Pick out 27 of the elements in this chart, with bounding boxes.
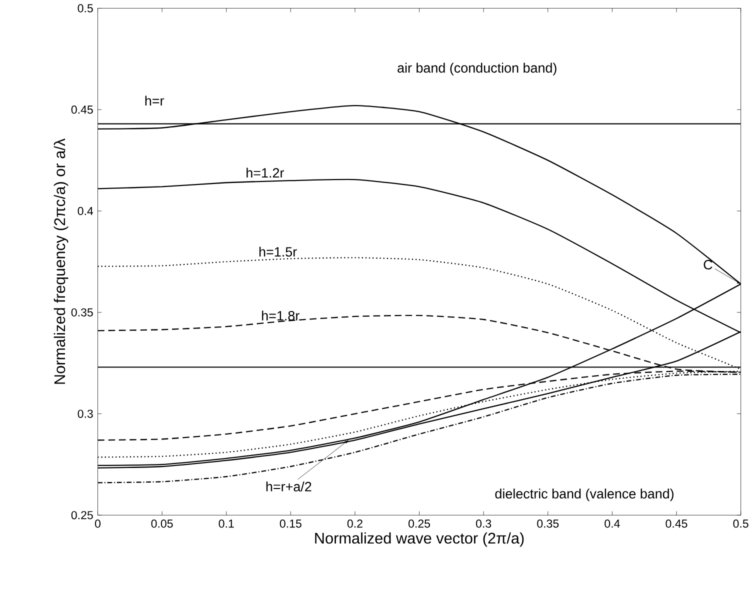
- x-tick-label: 0: [94, 520, 101, 528]
- annotation: h=r: [145, 96, 164, 106]
- y-tick-label: 0.3: [78, 410, 93, 418]
- x-tick-label: 0.45: [666, 520, 688, 528]
- x-tick-label: 0.15: [280, 520, 302, 528]
- x-axis-title: Normalized wave vector (2π/a): [315, 532, 524, 547]
- y-tick-label: 0.25: [71, 511, 93, 520]
- y-tick-label: 0.4: [78, 207, 94, 216]
- x-tick-label: 0.25: [408, 520, 430, 528]
- x-tick-label: 0.05: [151, 520, 173, 528]
- x-tick-label: 0.5: [733, 520, 748, 528]
- x-tick-label: 0.2: [347, 520, 362, 528]
- y-tick-label: 0.35: [71, 308, 93, 317]
- annotation: h=1.2r: [246, 168, 284, 178]
- annotation: h=r+a/2: [266, 482, 312, 492]
- x-tick-label: 0.35: [537, 520, 559, 528]
- annotation: h=1.5r: [259, 246, 297, 257]
- annotation: dielectric band (valence band): [495, 488, 674, 502]
- annotation: h=1.8r: [262, 310, 300, 321]
- y-axis-title: Normalized frequency (2πc/a) or a/λ: [54, 138, 68, 384]
- x-tick-label: 0.1: [218, 520, 234, 528]
- y-tick-label: 0.5: [78, 4, 93, 13]
- x-tick-label: 0.3: [476, 520, 492, 528]
- annotation: C: [704, 260, 712, 270]
- annotation: air band (conduction band): [398, 63, 556, 76]
- x-tick-label: 0.4: [604, 520, 620, 528]
- y-tick-label: 0.45: [71, 106, 93, 114]
